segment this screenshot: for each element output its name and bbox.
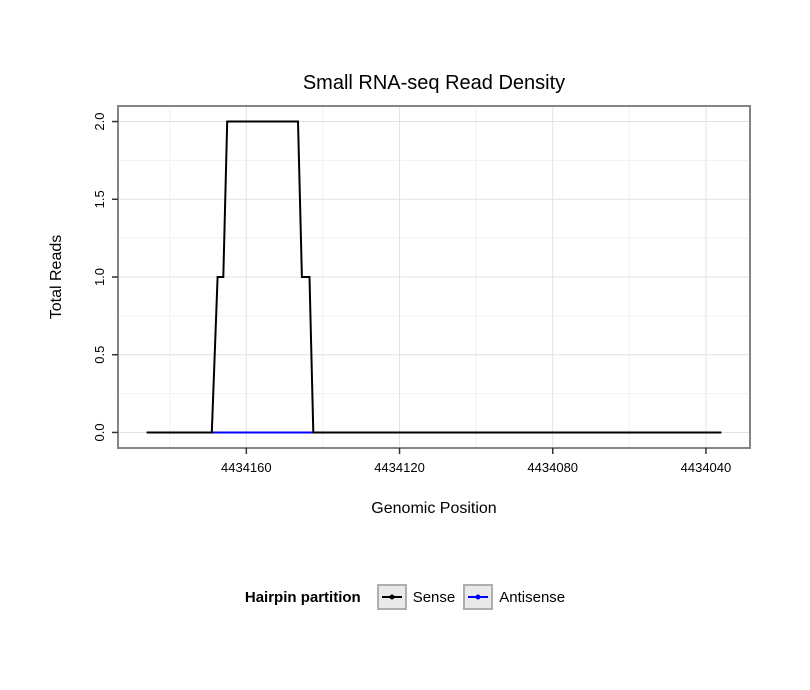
legend-label-antisense: Antisense (499, 588, 566, 606)
y-tick-label: 2.0 (92, 113, 107, 131)
y-tick-label: 0.5 (92, 346, 107, 364)
series-line-sense (146, 120, 722, 434)
y-tick-label: 1.5 (92, 190, 107, 208)
chart-title: Small RNA-seq Read Density (302, 72, 566, 94)
legend-label-sense: Sense (412, 588, 456, 606)
x-tick-label: 4434120 (374, 460, 425, 475)
x-tick-label: 4434160 (221, 460, 272, 475)
sense-line-point-icon (381, 594, 402, 600)
y-tick-label: 1.0 (92, 268, 107, 286)
legend-key-antisense (463, 584, 494, 610)
legend-item-sense: Sense (376, 584, 456, 610)
x-tick-label: 4434040 (681, 460, 732, 475)
legend-key-sense (376, 584, 407, 610)
y-axis-title: Total Reads (48, 234, 65, 320)
legend-item-antisense: Antisense (463, 584, 565, 610)
x-tick-label: 4434080 (527, 460, 578, 475)
legend: Hairpin partition Sense Antisense (0, 582, 810, 612)
antisense-line-point-icon (468, 594, 489, 600)
y-tick-label: 0.0 (92, 423, 107, 441)
legend-title: Hairpin partition (244, 588, 361, 606)
x-axis-title: Genomic Position (371, 500, 497, 517)
